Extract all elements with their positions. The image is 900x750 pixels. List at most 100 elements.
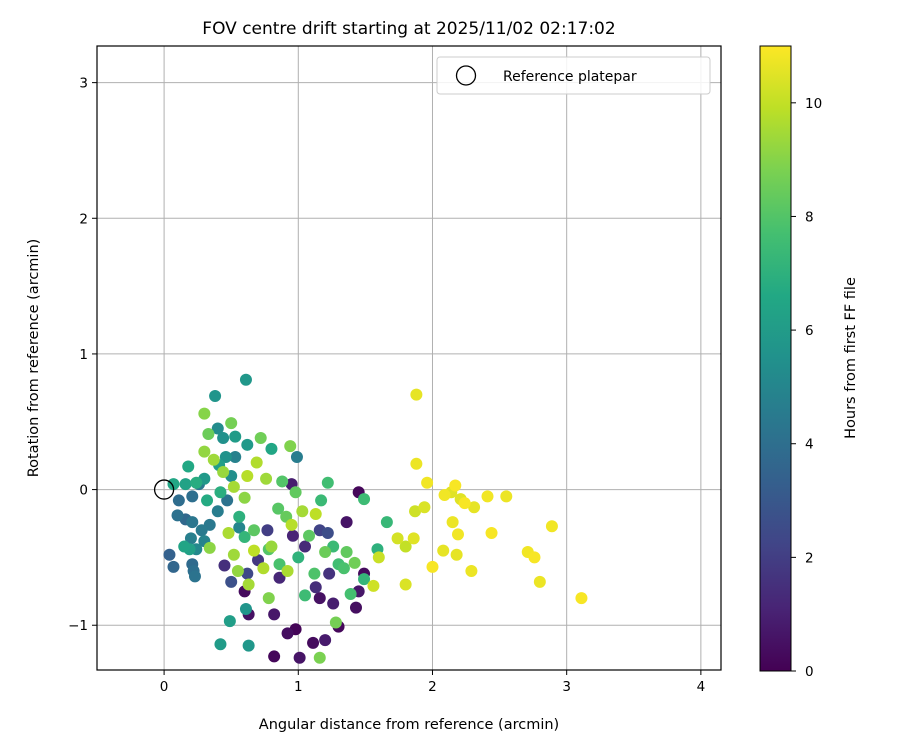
- data-point: [231, 564, 244, 577]
- data-point: [233, 521, 246, 534]
- data-point: [399, 540, 412, 553]
- data-point: [202, 427, 215, 440]
- data-point: [321, 476, 334, 489]
- plot-area: [97, 46, 721, 670]
- y-tick-label: 3: [79, 76, 88, 92]
- data-point: [229, 451, 242, 464]
- y-axis-label: Rotation from reference (arcmin): [26, 239, 42, 478]
- data-point: [241, 567, 254, 580]
- data-point: [268, 650, 281, 663]
- x-tick-label: 0: [160, 679, 169, 695]
- data-point: [296, 505, 309, 518]
- data-point: [222, 526, 235, 539]
- data-point: [221, 494, 234, 507]
- data-point: [241, 438, 254, 451]
- data-point: [178, 540, 191, 553]
- data-point: [227, 480, 240, 493]
- data-point: [198, 407, 211, 420]
- data-point: [426, 560, 439, 573]
- data-point: [262, 592, 275, 605]
- data-point: [349, 601, 362, 614]
- data-point: [209, 389, 222, 402]
- data-point: [418, 501, 431, 514]
- data-point: [290, 451, 303, 464]
- data-point: [437, 544, 450, 557]
- x-tick-label: 2: [428, 679, 437, 695]
- data-point: [239, 373, 252, 386]
- data-point: [281, 627, 294, 640]
- colorbar-tick-label: 10: [805, 96, 822, 112]
- data-point: [254, 432, 267, 445]
- data-point: [186, 516, 199, 529]
- data-point: [485, 526, 498, 539]
- data-point: [163, 548, 176, 561]
- data-point: [340, 516, 353, 529]
- data-point: [201, 494, 214, 507]
- data-point: [309, 581, 322, 594]
- data-point: [184, 532, 197, 545]
- data-point: [217, 432, 230, 445]
- colorbar-tick-label: 2: [805, 550, 814, 566]
- data-point: [198, 445, 211, 458]
- data-point: [399, 578, 412, 591]
- data-point: [410, 388, 423, 401]
- data-point: [303, 529, 316, 542]
- data-point: [407, 532, 420, 545]
- legend: Reference platepar: [436, 56, 711, 95]
- data-point: [248, 524, 261, 537]
- data-point: [380, 516, 393, 529]
- data-point: [307, 636, 320, 649]
- data-point: [223, 615, 236, 628]
- data-point: [219, 451, 232, 464]
- data-point: [410, 457, 423, 470]
- data-point: [421, 476, 434, 489]
- data-point: [188, 570, 201, 583]
- data-point: [214, 486, 227, 499]
- y-tick-label: 1: [79, 347, 88, 363]
- chart-title: FOV centre drift starting at 2025/11/02 …: [202, 19, 615, 39]
- data-point: [358, 573, 371, 586]
- data-point: [207, 453, 220, 466]
- data-point: [372, 551, 385, 564]
- data-point: [533, 575, 546, 588]
- data-point: [284, 440, 297, 453]
- data-point: [241, 470, 254, 483]
- reference-platepar-marker: [153, 479, 175, 500]
- data-point: [265, 540, 278, 553]
- data-point: [438, 489, 451, 502]
- data-point: [257, 562, 270, 575]
- data-point: [268, 608, 281, 621]
- data-point: [167, 560, 180, 573]
- data-point: [323, 567, 336, 580]
- data-point: [450, 548, 463, 561]
- y-tick-label: −1: [68, 618, 88, 634]
- y-tick-label: 0: [79, 483, 88, 499]
- data-point: [172, 494, 185, 507]
- data-point: [167, 478, 180, 491]
- data-points: [163, 373, 588, 664]
- colorbar-label: Hours from first FF file: [843, 277, 859, 439]
- data-point: [329, 616, 342, 629]
- legend-label: Reference platepar: [503, 69, 637, 85]
- data-point: [250, 456, 263, 469]
- x-axis-label: Angular distance from reference (arcmin): [259, 717, 559, 733]
- data-point: [260, 472, 273, 485]
- data-point: [289, 486, 302, 499]
- data-point: [273, 571, 286, 584]
- data-point: [319, 634, 332, 647]
- data-point: [233, 510, 246, 523]
- x-tick-label: 1: [294, 679, 303, 695]
- data-point: [227, 548, 240, 561]
- data-point: [225, 575, 238, 588]
- data-point: [203, 541, 216, 554]
- colorbar-scale: [759, 45, 792, 672]
- data-point: [451, 528, 464, 541]
- data-point: [281, 564, 294, 577]
- data-point: [286, 529, 299, 542]
- data-point: [238, 491, 251, 504]
- colorbar-tick-label: 4: [805, 437, 814, 453]
- data-point: [458, 497, 471, 510]
- data-point: [214, 638, 227, 651]
- data-point: [299, 589, 311, 602]
